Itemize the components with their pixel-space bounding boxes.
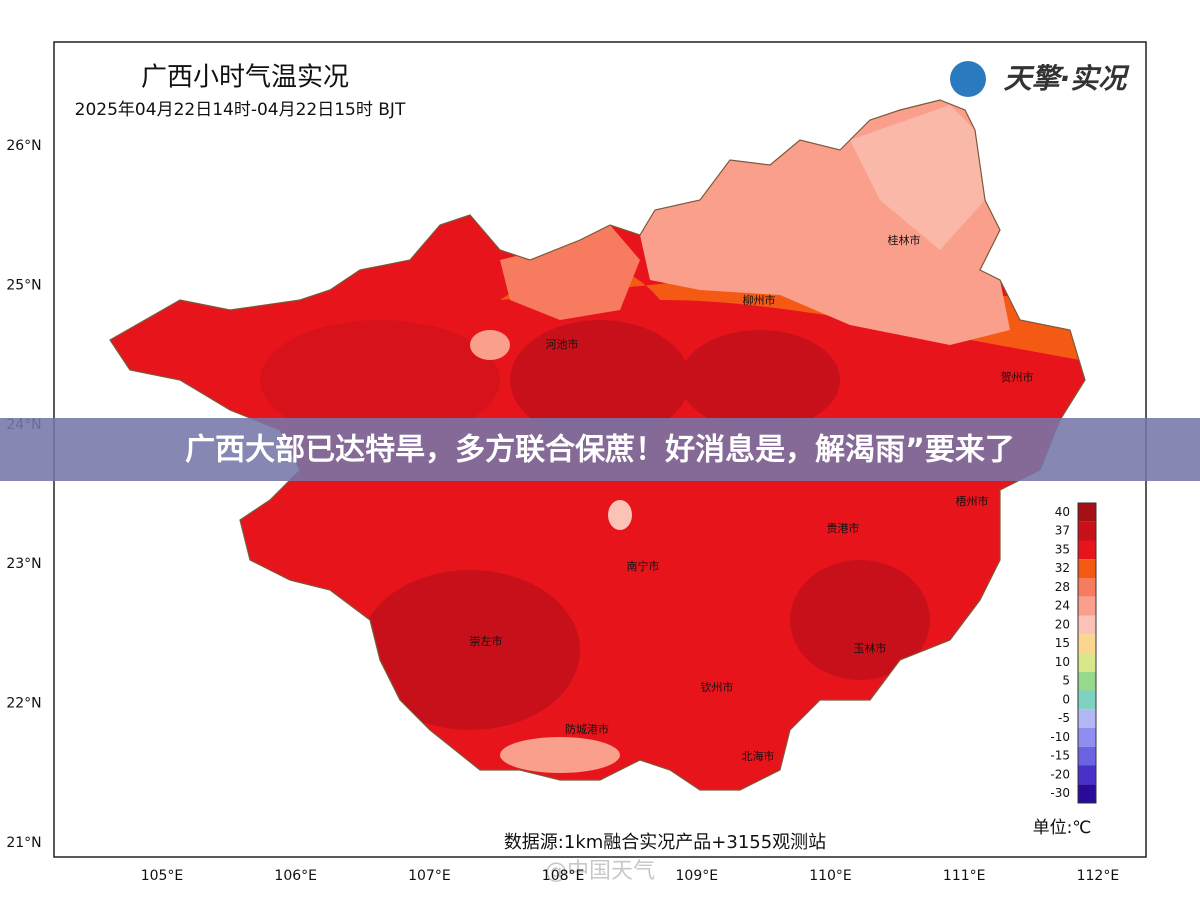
legend-swatch <box>1078 765 1096 785</box>
longitude-label: 112°E <box>1077 868 1120 884</box>
city-label: 桂林市 <box>888 233 921 247</box>
legend-label: 10 <box>1055 655 1070 669</box>
watermark: @中国天气 <box>545 859 655 884</box>
map-subtitle: 2025年04月22日14时-04月22日15时 BJT <box>75 100 406 120</box>
legend-border <box>1077 502 1097 804</box>
legend-swatch <box>1078 690 1096 710</box>
city-label: 崇左市 <box>470 634 503 648</box>
city-label: 钦州市 <box>701 680 734 694</box>
latitude-label: 23°N <box>6 556 41 572</box>
city-label: 贵港市 <box>827 521 860 535</box>
legend-label: 32 <box>1055 561 1070 575</box>
legend-label: 5 <box>1062 674 1070 688</box>
map-title: 广西小时气温实况 <box>141 63 349 93</box>
legend-label: 40 <box>1055 505 1070 519</box>
longitude-label: 106°E <box>274 868 317 884</box>
city-label: 贺州市 <box>1001 370 1034 384</box>
city-label: 北海市 <box>742 749 775 763</box>
longitude-label: 107°E <box>408 868 451 884</box>
legend-swatch <box>1078 671 1096 691</box>
legend-swatch <box>1078 540 1096 560</box>
city-label: 南宁市 <box>627 559 660 573</box>
legend-label: -5 <box>1058 711 1070 725</box>
legend-label: -20 <box>1050 767 1070 781</box>
legend-label: 24 <box>1055 599 1070 613</box>
data-source: 数据源:1km融合实况产品+3155观测站 <box>504 832 826 853</box>
legend-swatch <box>1078 578 1096 597</box>
banner-text: 广西大部已达特旱，多方联合保蔗！好消息是，解渴雨”要来了 <box>185 433 1015 468</box>
dynamic: 26°N25°N24°N23°N22°N21°N105°E106°E107°E1… <box>6 138 1119 884</box>
legend-swatch <box>1078 634 1096 653</box>
legend-label: 35 <box>1055 542 1070 556</box>
longitude-label: 108°E <box>542 868 585 884</box>
legend-label: 37 <box>1055 524 1070 538</box>
city-label: 防城港市 <box>565 722 609 736</box>
legend-swatch <box>1078 784 1096 803</box>
longitude-label: 111°E <box>943 868 986 884</box>
city-label: 柳州市 <box>743 293 776 307</box>
legend-label: 0 <box>1062 692 1070 706</box>
latitude-label: 25°N <box>6 277 41 293</box>
legend-label: -15 <box>1050 749 1070 763</box>
longitude-label: 110°E <box>809 868 852 884</box>
longitude-label: 109°E <box>676 868 719 884</box>
banner-bg <box>0 418 1200 481</box>
city-label: 玉林市 <box>854 641 887 655</box>
latitude-label: 21°N <box>6 835 41 851</box>
legend-label: 28 <box>1055 580 1070 594</box>
legend-label: 15 <box>1055 636 1070 650</box>
legend-label: -10 <box>1050 730 1070 744</box>
city-label: 梧州市 <box>956 494 989 508</box>
legend-swatch <box>1078 615 1096 635</box>
city-label: 河池市 <box>546 337 579 351</box>
latitude-label: 26°N <box>6 138 41 154</box>
logo-icon <box>950 61 986 97</box>
legend-label: 20 <box>1055 617 1070 631</box>
legend-swatch <box>1078 521 1096 541</box>
logo-text: 天擎·实况 <box>1004 62 1131 95</box>
legend-swatch <box>1078 709 1096 728</box>
latitude-label: 22°N <box>6 696 41 712</box>
legend-unit: 单位:℃ <box>1033 818 1092 838</box>
legend-swatch <box>1078 728 1096 747</box>
legend-swatch <box>1078 653 1096 672</box>
legend-swatch <box>1078 503 1096 522</box>
legend-swatch <box>1078 559 1096 578</box>
longitude-label: 105°E <box>141 868 184 884</box>
legend-label: -30 <box>1050 786 1070 800</box>
legend-swatch <box>1078 746 1096 766</box>
legend-swatch <box>1078 596 1096 616</box>
